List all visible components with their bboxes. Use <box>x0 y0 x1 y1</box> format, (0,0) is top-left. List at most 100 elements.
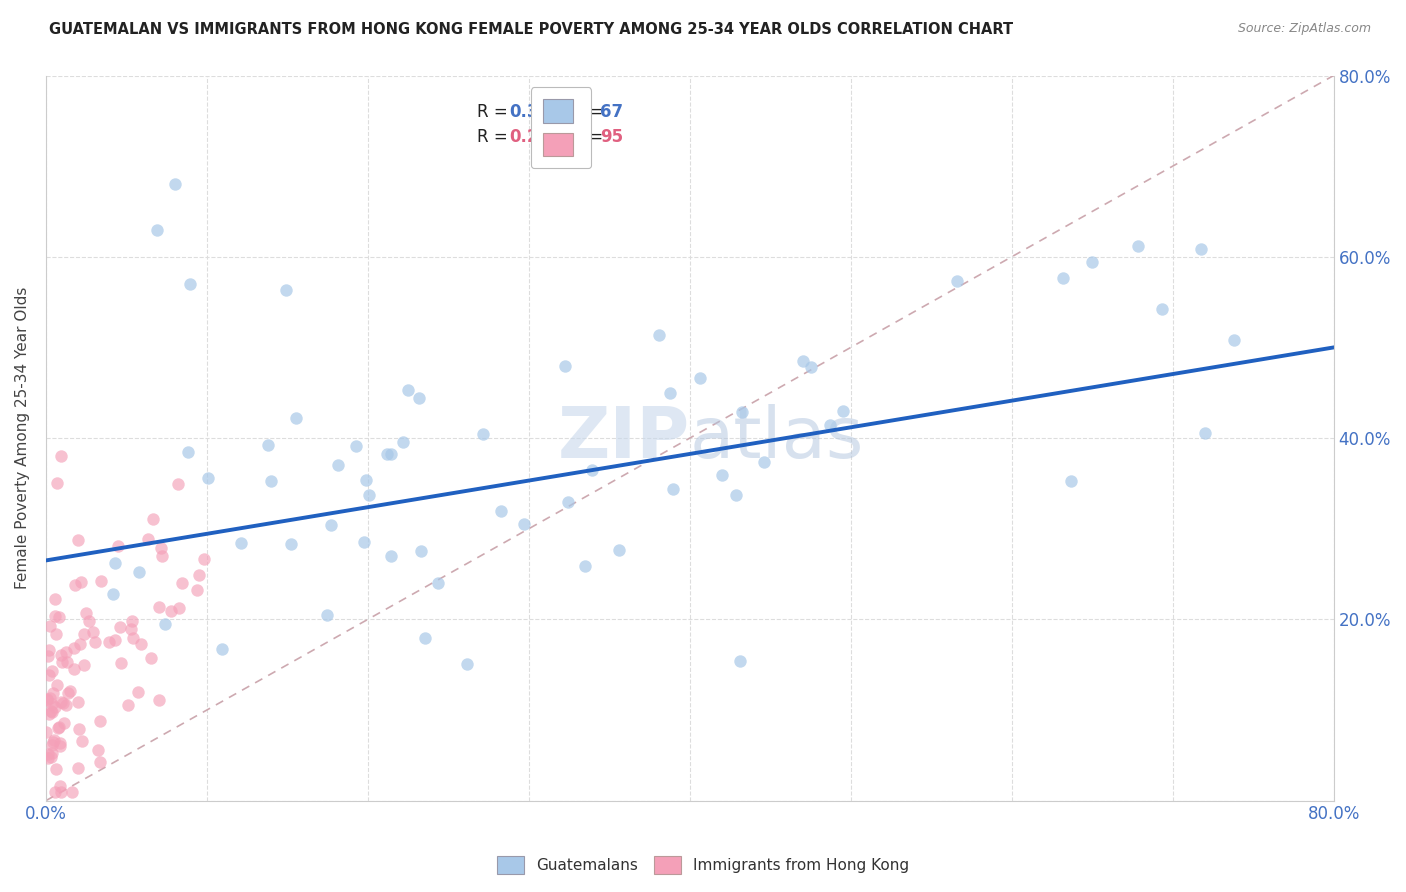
Point <box>49 648 72 662</box>
Point <box>141 651 163 665</box>
Point <box>51 784 73 798</box>
Text: N =: N = <box>561 128 609 145</box>
Point <box>187 568 209 582</box>
Y-axis label: Female Poverty Among 25-34 Year Olds: Female Poverty Among 25-34 Year Olds <box>15 287 30 590</box>
Point <box>512 516 534 531</box>
Point <box>39 691 62 706</box>
Point <box>55 645 77 659</box>
Point <box>792 353 814 368</box>
Point <box>574 559 596 574</box>
Point <box>710 467 733 482</box>
Point <box>55 698 77 712</box>
Point <box>37 747 59 761</box>
Point <box>53 715 76 730</box>
Point <box>193 552 215 566</box>
Point <box>44 700 66 714</box>
Point <box>1126 239 1149 253</box>
Point <box>179 277 201 291</box>
Point <box>59 683 82 698</box>
Point <box>280 537 302 551</box>
Text: 67: 67 <box>600 103 623 121</box>
Point <box>396 383 419 397</box>
Point <box>153 617 176 632</box>
Point <box>48 721 70 735</box>
Point <box>177 445 200 459</box>
Point <box>146 222 169 236</box>
Point <box>1189 242 1212 256</box>
Point <box>391 434 413 449</box>
Point <box>167 477 190 491</box>
Text: Source: ZipAtlas.com: Source: ZipAtlas.com <box>1237 22 1371 36</box>
Point <box>728 654 751 668</box>
Point <box>411 544 433 558</box>
Point <box>142 512 165 526</box>
Text: N =: N = <box>561 103 609 121</box>
Point <box>117 698 139 712</box>
Point <box>160 604 183 618</box>
Point <box>1194 426 1216 441</box>
Point <box>82 625 104 640</box>
Point <box>229 536 252 550</box>
Point <box>67 722 90 736</box>
Point <box>104 633 127 648</box>
Point <box>48 721 70 735</box>
Point <box>489 504 512 518</box>
Legend: Guatemalans, Immigrants from Hong Kong: Guatemalans, Immigrants from Hong Kong <box>491 850 915 880</box>
Text: 95: 95 <box>600 128 623 145</box>
Point <box>45 476 67 491</box>
Point <box>256 438 278 452</box>
Point <box>375 447 398 461</box>
Point <box>45 626 67 640</box>
Point <box>1150 302 1173 317</box>
Point <box>319 518 342 533</box>
Point <box>44 609 66 624</box>
Point <box>413 631 436 645</box>
Point <box>752 455 775 469</box>
Point <box>127 685 149 699</box>
Point <box>725 488 748 502</box>
Point <box>41 706 63 720</box>
Point <box>259 475 281 489</box>
Point <box>48 610 70 624</box>
Point <box>129 637 152 651</box>
Point <box>359 488 381 502</box>
Point <box>97 634 120 648</box>
Point <box>128 566 150 580</box>
Legend: , : , <box>531 87 591 168</box>
Point <box>120 622 142 636</box>
Point <box>110 656 132 670</box>
Point <box>69 637 91 651</box>
Point <box>170 575 193 590</box>
Point <box>353 535 375 549</box>
Point <box>647 327 669 342</box>
Point <box>800 360 823 375</box>
Point <box>285 410 308 425</box>
Point <box>67 695 90 709</box>
Point <box>408 391 430 405</box>
Point <box>49 779 72 793</box>
Point <box>197 471 219 485</box>
Point <box>346 439 368 453</box>
Point <box>136 532 159 546</box>
Point <box>51 655 73 669</box>
Point <box>56 655 79 669</box>
Point <box>52 696 75 710</box>
Point <box>67 761 90 775</box>
Text: atlas: atlas <box>690 403 865 473</box>
Point <box>1052 271 1074 285</box>
Point <box>44 784 66 798</box>
Point <box>689 371 711 385</box>
Point <box>820 417 842 432</box>
Point <box>73 657 96 672</box>
Point <box>35 692 58 706</box>
Text: R =: R = <box>478 128 513 145</box>
Point <box>186 583 208 598</box>
Point <box>41 664 63 678</box>
Text: 0.339: 0.339 <box>509 103 562 121</box>
Point <box>456 657 478 672</box>
Point <box>35 693 58 707</box>
Point <box>104 556 127 570</box>
Point <box>45 678 67 692</box>
Point <box>1059 474 1081 488</box>
Point <box>69 574 91 589</box>
